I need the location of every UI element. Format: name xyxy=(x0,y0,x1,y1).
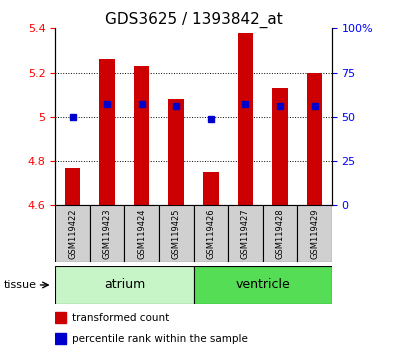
Text: GSM119429: GSM119429 xyxy=(310,209,319,259)
Bar xyxy=(194,205,228,262)
Text: percentile rank within the sample: percentile rank within the sample xyxy=(72,334,248,344)
Text: GSM119426: GSM119426 xyxy=(206,208,215,259)
Bar xyxy=(90,205,124,262)
Bar xyxy=(307,73,322,205)
Bar xyxy=(55,266,194,304)
Text: GSM119422: GSM119422 xyxy=(68,209,77,259)
Bar xyxy=(55,205,90,262)
Bar xyxy=(159,205,194,262)
Text: ventricle: ventricle xyxy=(235,279,290,291)
Text: GSM119423: GSM119423 xyxy=(103,208,112,259)
Bar xyxy=(55,333,66,344)
Bar xyxy=(169,99,184,205)
Text: GSM119427: GSM119427 xyxy=(241,208,250,259)
Bar xyxy=(194,266,332,304)
Bar xyxy=(297,205,332,262)
Bar xyxy=(272,88,288,205)
Text: tissue: tissue xyxy=(4,280,37,290)
Bar xyxy=(263,205,297,262)
Bar xyxy=(134,66,149,205)
Bar xyxy=(124,205,159,262)
Text: atrium: atrium xyxy=(104,279,145,291)
Bar xyxy=(238,33,253,205)
Bar xyxy=(100,59,115,205)
Bar xyxy=(55,312,66,323)
Title: GDS3625 / 1393842_at: GDS3625 / 1393842_at xyxy=(105,12,282,28)
Text: GSM119428: GSM119428 xyxy=(275,208,284,259)
Text: transformed count: transformed count xyxy=(72,313,169,323)
Text: GSM119425: GSM119425 xyxy=(172,209,181,259)
Bar xyxy=(65,168,80,205)
Bar xyxy=(228,205,263,262)
Bar xyxy=(203,172,218,205)
Text: GSM119424: GSM119424 xyxy=(137,209,146,259)
